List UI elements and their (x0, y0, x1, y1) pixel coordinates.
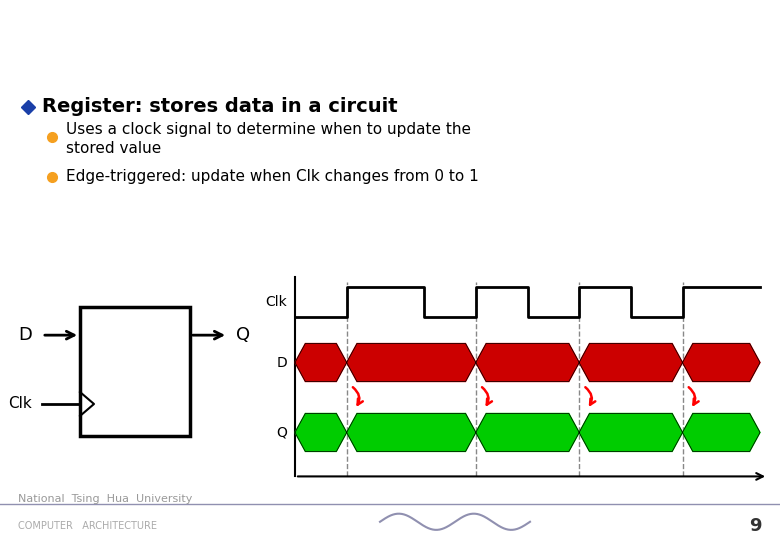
Text: Clk: Clk (9, 396, 32, 411)
Polygon shape (682, 414, 760, 451)
Text: 9: 9 (750, 517, 762, 535)
Text: Q: Q (236, 326, 250, 344)
Text: COMPUTER   ARCHITECTURE: COMPUTER ARCHITECTURE (18, 521, 157, 531)
Text: Edge-triggered: update when Clk changes from 0 to 1: Edge-triggered: update when Clk changes … (66, 169, 479, 184)
Polygon shape (476, 414, 580, 451)
Polygon shape (580, 343, 682, 381)
Text: D: D (18, 326, 32, 344)
Polygon shape (295, 414, 346, 451)
Text: Clk: Clk (265, 295, 287, 308)
Text: Sequential Elements: Sequential Elements (197, 19, 583, 52)
Bar (80, 307, 190, 436)
Polygon shape (346, 343, 476, 381)
Text: Q: Q (276, 426, 287, 440)
Polygon shape (682, 343, 760, 381)
Polygon shape (295, 343, 346, 381)
Text: stored value: stored value (66, 141, 161, 156)
Polygon shape (580, 414, 682, 451)
Text: D: D (276, 355, 287, 369)
Text: Register: stores data in a circuit: Register: stores data in a circuit (42, 97, 398, 116)
Text: Uses a clock signal to determine when to update the: Uses a clock signal to determine when to… (66, 122, 471, 137)
Polygon shape (346, 414, 476, 451)
Text: National  Tsing  Hua  University: National Tsing Hua University (18, 495, 193, 504)
Polygon shape (476, 343, 580, 381)
